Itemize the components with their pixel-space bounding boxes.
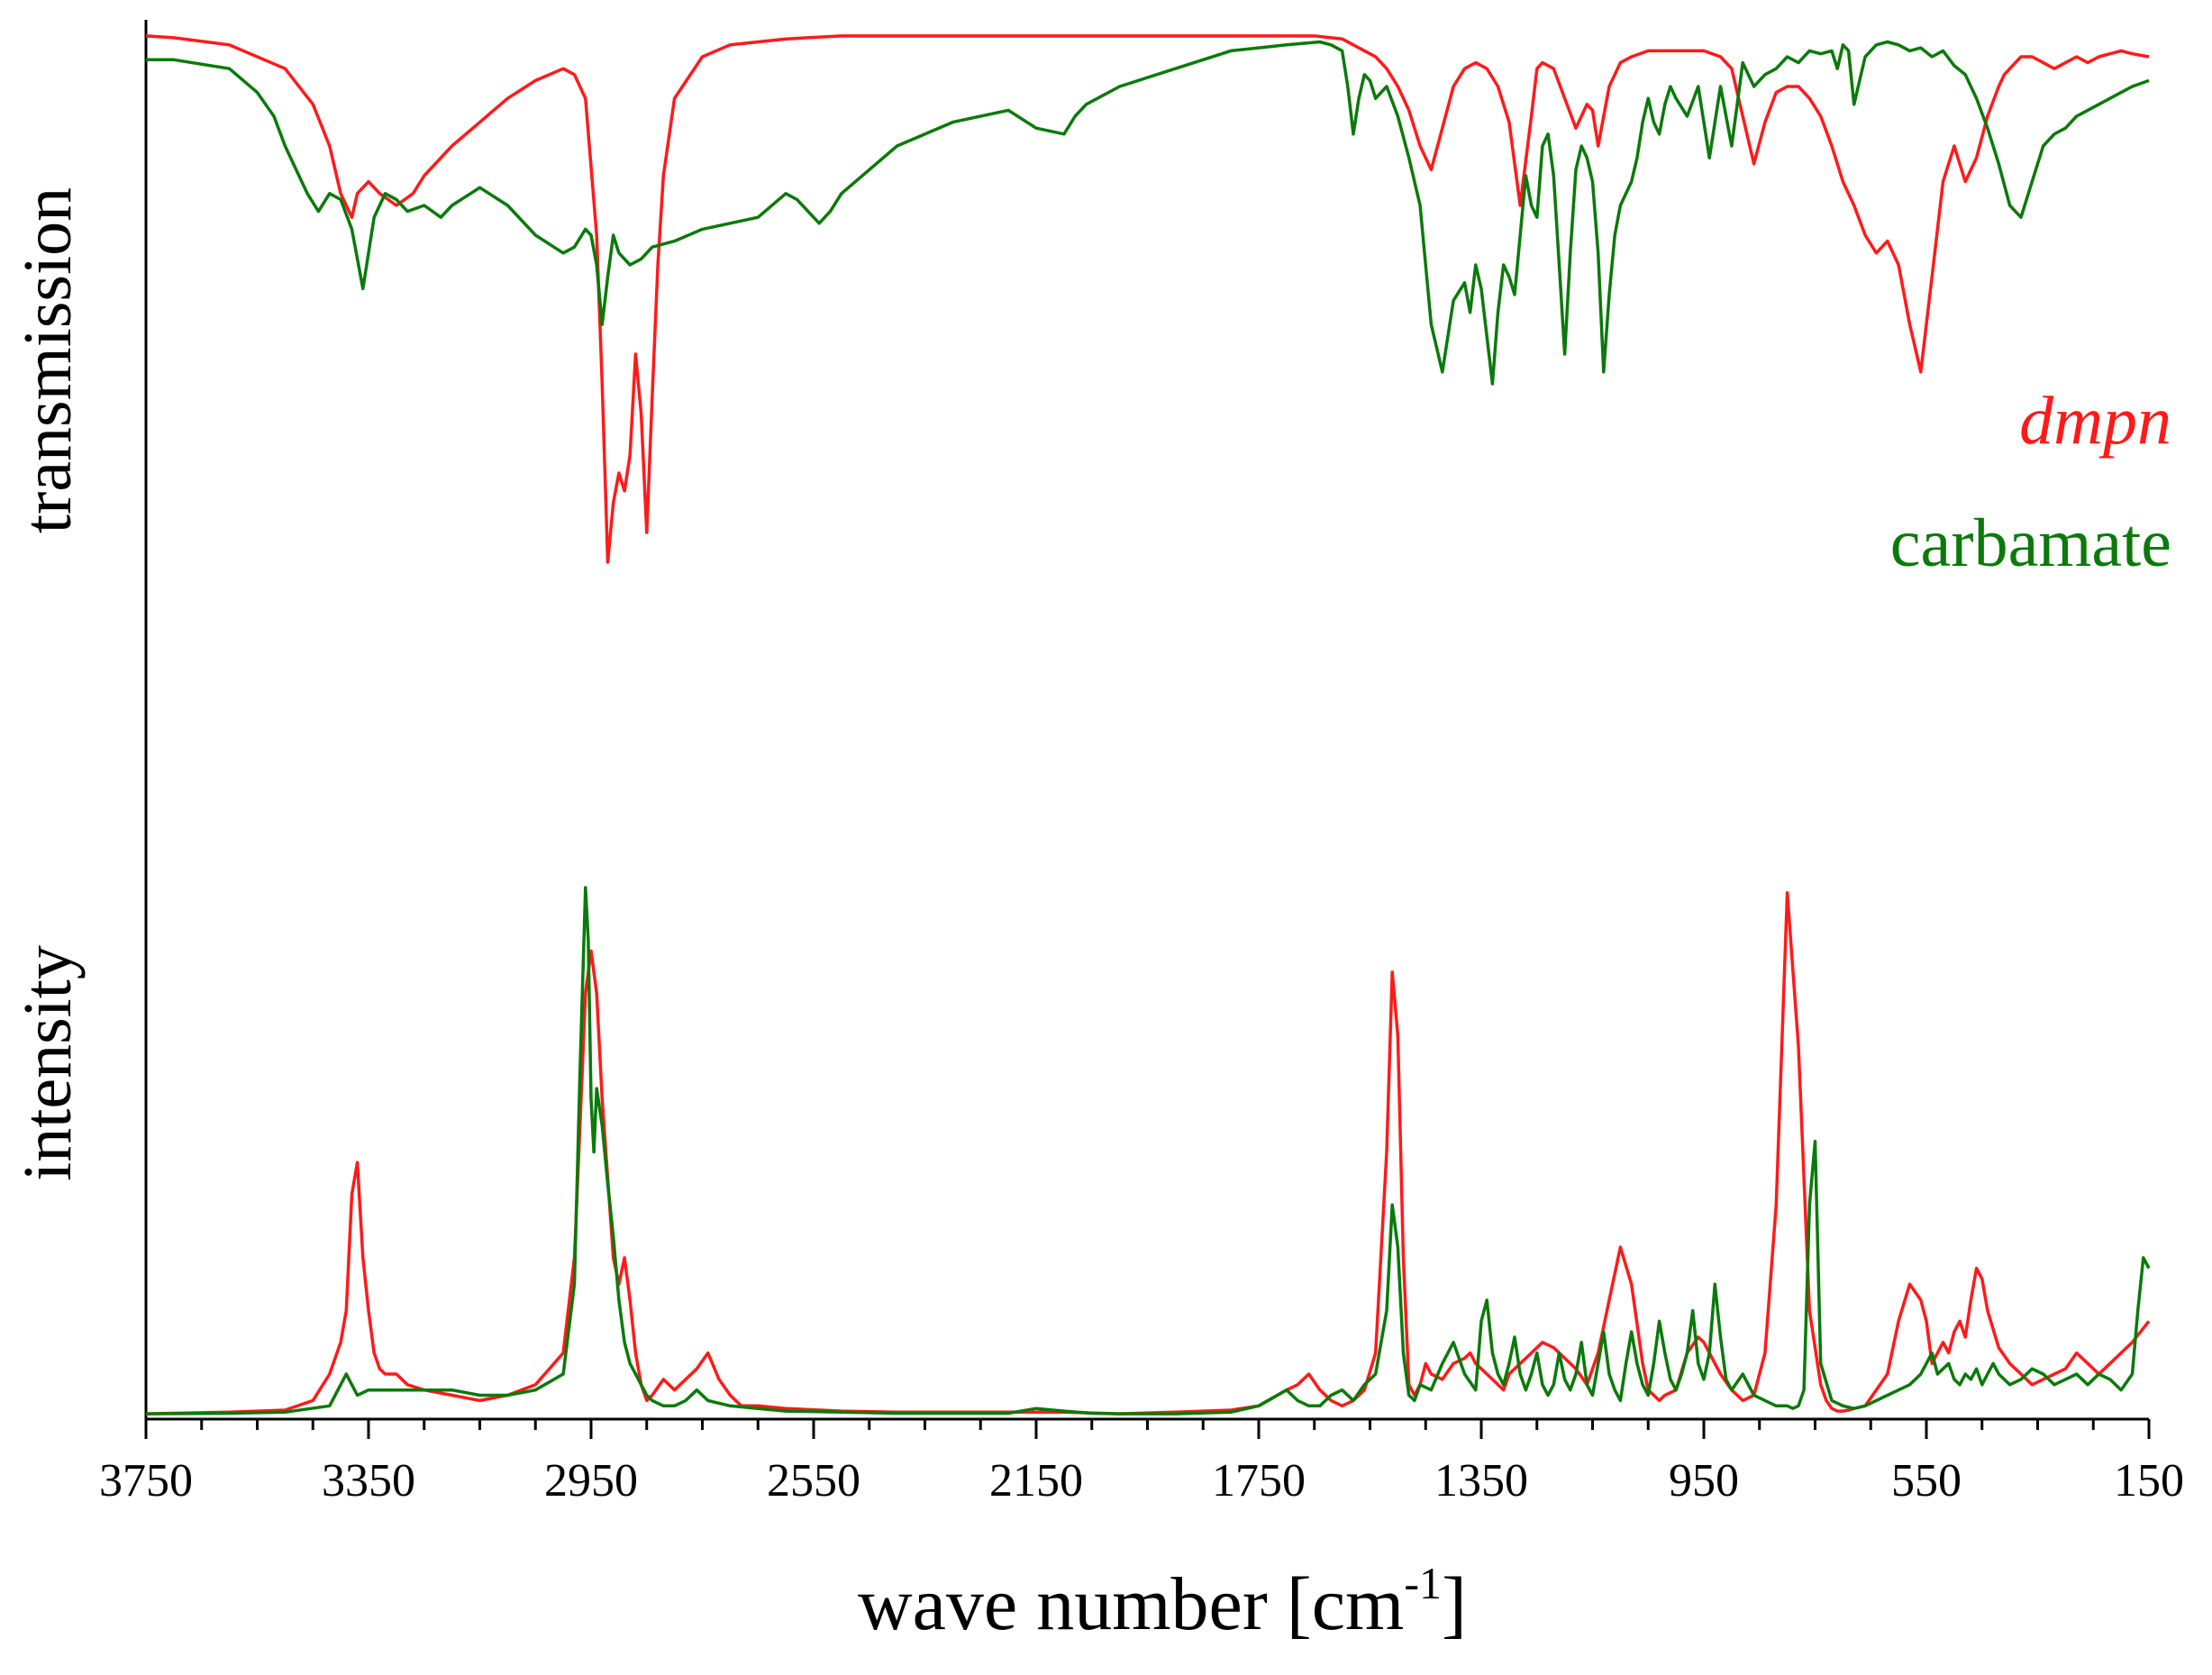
x-tick-label: 3750 xyxy=(99,1455,193,1507)
x-axis-label: wave number [cm-1] xyxy=(858,1558,1467,1646)
x-tick-label: 2150 xyxy=(989,1455,1083,1507)
axes-frame xyxy=(144,20,2149,1421)
series-line-transmission-dmpn xyxy=(145,34,2150,564)
x-tick-label: 3350 xyxy=(322,1455,415,1507)
x-tick-label: 2550 xyxy=(767,1455,860,1507)
x-axis-label-superscript: -1 xyxy=(1404,1558,1442,1608)
x-tick-label: 950 xyxy=(1669,1455,1739,1507)
y-axis-label-intensity: intensity xyxy=(10,945,86,1181)
x-axis-ticks xyxy=(144,1419,2151,1439)
x-axis-tick-labels: 3750 3350 2950 2550 2150 1750 1350 950 550 150 xyxy=(99,1455,2184,1507)
legend-entry-dmpn: dmpn xyxy=(2019,383,2171,459)
legend-entry-carbamate: carbamate xyxy=(1890,505,2171,581)
plot-lines xyxy=(145,34,2151,1416)
x-tick-label: 1350 xyxy=(1434,1455,1528,1507)
x-tick-label: 550 xyxy=(1891,1455,1962,1507)
x-axis-label-bracket: ] xyxy=(1442,1562,1467,1646)
y-axis-label-transmission: transmission xyxy=(10,187,86,533)
x-tick-label: 150 xyxy=(2114,1455,2184,1507)
series-line-transmission-carbamate xyxy=(146,40,2150,386)
x-tick-label: 2950 xyxy=(544,1455,638,1507)
series-line-intensity-dmpn xyxy=(145,891,2151,1416)
x-tick-label: 1750 xyxy=(1212,1455,1306,1507)
series-line-intensity-carbamate xyxy=(145,886,2151,1416)
x-axis-label-main: wave number [cm xyxy=(858,1562,1404,1646)
